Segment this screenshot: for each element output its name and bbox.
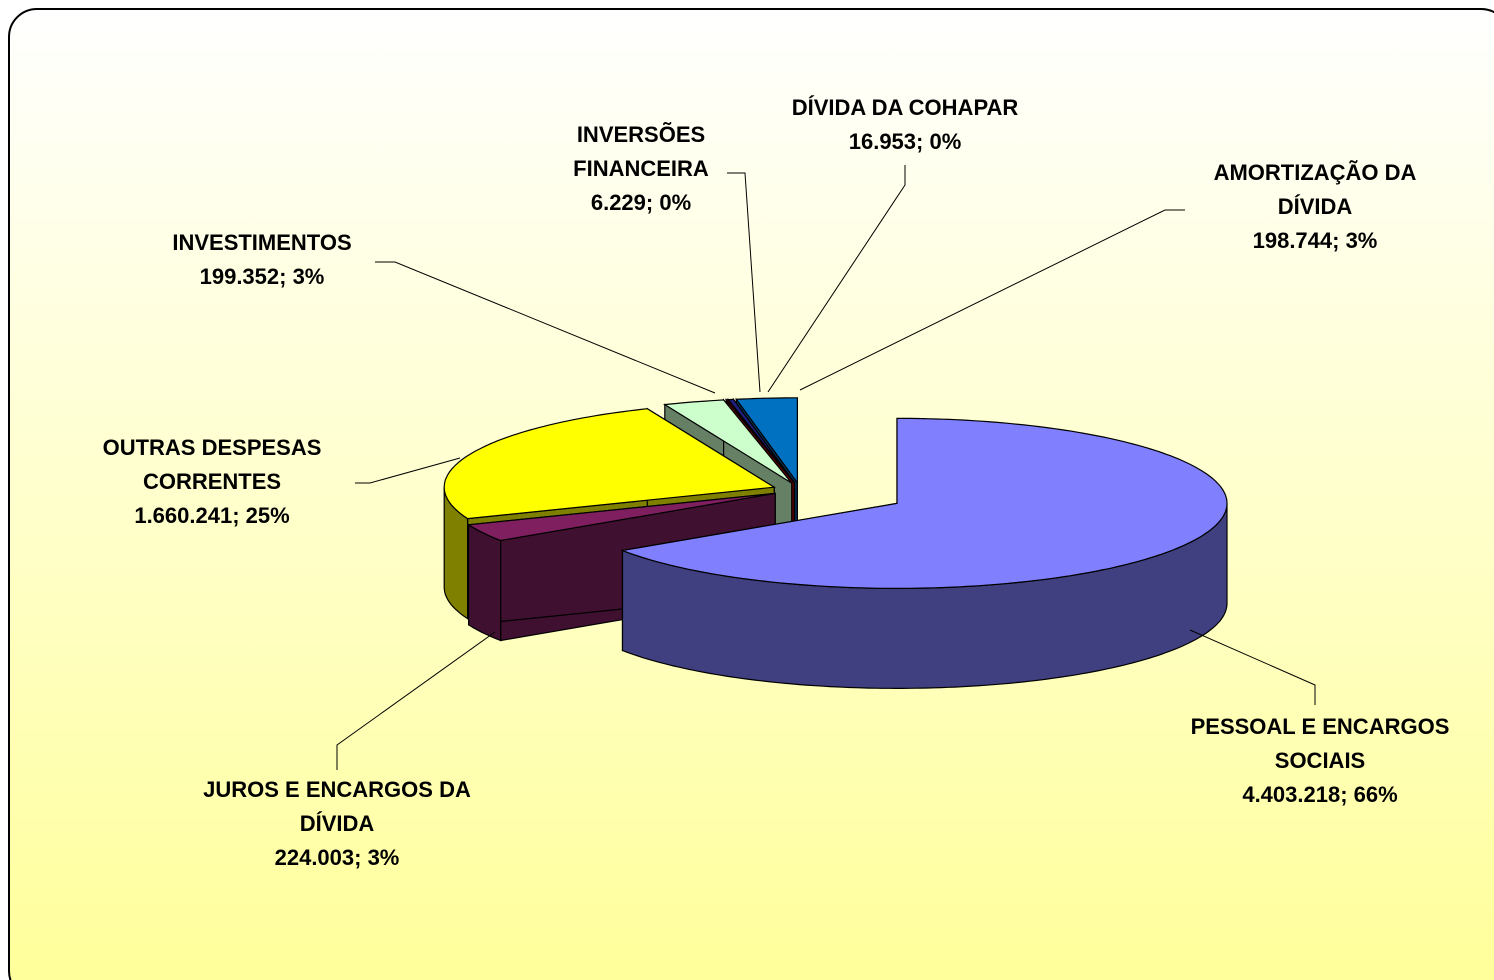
leader-line [767, 165, 906, 393]
slice [662, 399, 793, 484]
data-label: JUROS E ENCARGOS DA DÍVIDA 224.003; 3% [187, 773, 487, 875]
leader-line [375, 261, 716, 394]
category-label: OUTRAS DESPESAS CORRENTES [102, 435, 322, 494]
slice [466, 492, 776, 542]
slice [620, 417, 1228, 689]
leader-line [336, 631, 496, 770]
leader-line [727, 172, 761, 393]
category-label: INVERSÕES FINANCEIRA [573, 122, 709, 181]
leader-line [355, 457, 461, 484]
leader-lines [336, 165, 1316, 770]
value-label: 6.229; 0% [590, 190, 692, 215]
slice [725, 399, 795, 484]
slice-side [468, 523, 502, 642]
data-label: INVERSÕES FINANCEIRA 6.229; 0% [556, 118, 726, 220]
pie [443, 397, 1228, 689]
category-label: DÍVIDA DA COHAPAR [791, 95, 1019, 120]
value-label: 4.403.218; 66% [1242, 782, 1398, 807]
data-label: AMORTIZAÇÃO DA DÍVIDA 198.744; 3% [1180, 156, 1450, 258]
value-label: 199.352; 3% [199, 264, 325, 289]
category-label: PESSOAL E ENCARGOS SOCIAIS [1190, 714, 1450, 773]
category-label: INVESTIMENTOS [172, 230, 352, 255]
value-label: 198.744; 3% [1252, 228, 1378, 253]
data-label: PESSOAL E ENCARGOS SOCIAIS 4.403.218; 66% [1170, 710, 1470, 812]
value-label: 224.003; 3% [274, 845, 400, 870]
slice [735, 397, 798, 485]
data-label: OUTRAS DESPESAS CORRENTES 1.660.241; 25% [67, 431, 357, 533]
category-label: AMORTIZAÇÃO DA DÍVIDA [1213, 160, 1417, 219]
data-label: DÍVIDA DA COHAPAR 16.953; 0% [745, 91, 1065, 159]
leader-line [1189, 629, 1316, 705]
data-label: INVESTIMENTOS 199.352; 3% [132, 226, 392, 294]
leader-line [799, 209, 1185, 391]
slice [620, 417, 1228, 589]
value-label: 16.953; 0% [848, 129, 962, 154]
value-label: 1.660.241; 25% [134, 503, 290, 528]
category-label: JUROS E ENCARGOS DA DÍVIDA [203, 777, 471, 836]
slice [443, 408, 777, 520]
